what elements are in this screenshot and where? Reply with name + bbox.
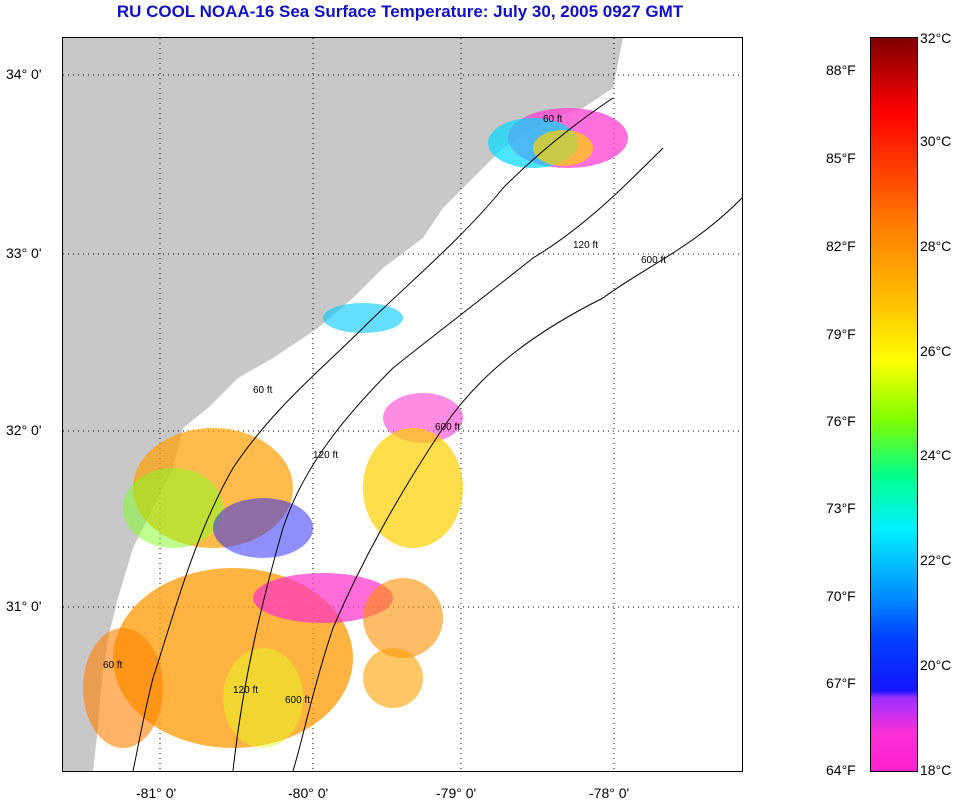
colorbar-fahrenheit-label: 82°F — [826, 238, 856, 254]
colorbar-fahrenheit-label: 70°F — [826, 588, 856, 604]
map-title: RU COOL NOAA-16 Sea Surface Temperature:… — [116, 2, 684, 21]
temperature-colorbar — [870, 37, 918, 772]
colorbar-fahrenheit-label: 67°F — [826, 675, 856, 691]
colorbar-fahrenheit-label: 88°F — [826, 62, 856, 78]
depth-label: 60 ft — [103, 660, 123, 671]
lat-label: 34° 0' — [6, 66, 42, 82]
depth-label: 60 ft — [253, 385, 273, 396]
depth-label: 600 ft — [435, 422, 460, 433]
depth-contours — [132, 97, 742, 771]
lon-label: -78° 0' — [589, 785, 630, 801]
lat-label: 32° 0' — [6, 422, 42, 438]
lat-label: 31° 0' — [6, 598, 42, 614]
depth-label: 600 ft — [285, 695, 310, 706]
depth-label: 120 ft — [573, 240, 598, 251]
map-canvas: 60 ft 120 ft 600 ft 60 ft 120 ft 600 ft … — [63, 38, 742, 771]
colorbar-fahrenheit-label: 85°F — [826, 150, 856, 166]
colorbar-celsius-label: 30°C — [920, 133, 952, 149]
depth-label: 120 ft — [233, 685, 258, 696]
lon-label: -79° 0' — [436, 785, 477, 801]
colorbar-celsius-label: 28°C — [920, 238, 952, 254]
colorbar-celsius-label: 22°C — [920, 552, 952, 568]
colorbar-fahrenheit-label: 79°F — [826, 326, 856, 342]
lat-label: 33° 0' — [6, 245, 42, 261]
colorbar-celsius-label: 26°C — [920, 343, 952, 359]
colorbar-celsius-label: 24°C — [920, 447, 952, 463]
colorbar-fahrenheit-label: 76°F — [826, 413, 856, 429]
depth-label: 60 ft — [543, 114, 563, 125]
colorbar-celsius-label: 32°C — [920, 30, 952, 46]
depth-labels: 60 ft 120 ft 600 ft 60 ft 120 ft 600 ft … — [103, 114, 666, 706]
lon-label: -80° 0' — [288, 785, 329, 801]
colorbar-fahrenheit-label: 73°F — [826, 500, 856, 516]
sst-map: 60 ft 120 ft 600 ft 60 ft 120 ft 600 ft … — [62, 37, 743, 772]
land-area — [63, 38, 623, 771]
depth-label: 600 ft — [641, 255, 666, 266]
colorbar-fahrenheit-label: 64°F — [826, 762, 856, 778]
colorbar-celsius-label: 18°C — [920, 762, 952, 778]
colorbar-celsius-label: 20°C — [920, 657, 952, 673]
depth-label: 120 ft — [313, 450, 338, 461]
lon-label: -81° 0' — [136, 785, 177, 801]
